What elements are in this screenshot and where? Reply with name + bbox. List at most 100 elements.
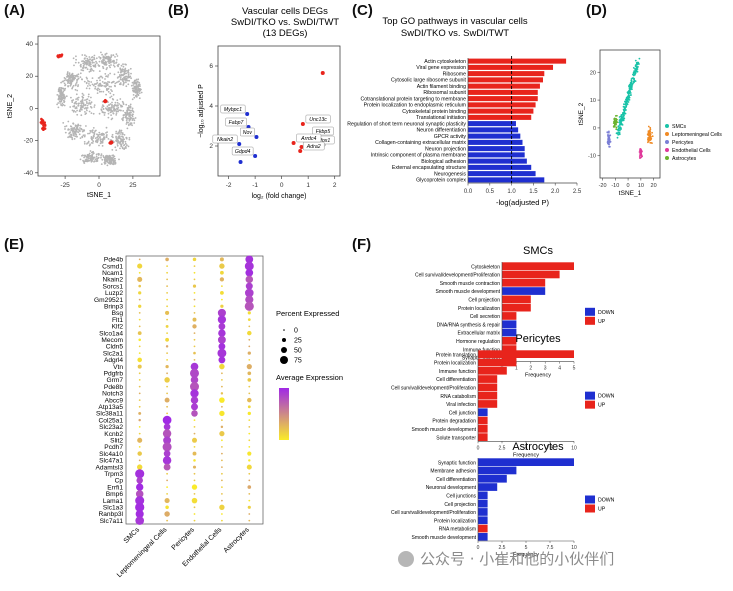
function-category-label: Protein localization [458, 306, 500, 312]
tsne-point [111, 162, 113, 165]
expression-dot [166, 332, 169, 334]
tsne-point [125, 75, 128, 78]
tsne-point [110, 55, 113, 58]
tsne-point [89, 154, 92, 157]
x-tick-label: 2 [333, 182, 337, 189]
tsne-point [63, 93, 65, 96]
cluster-point-lepto [647, 141, 649, 144]
tsne-point [75, 102, 78, 105]
tsne-point [71, 87, 73, 90]
tsne-point [85, 106, 87, 109]
frequency-bar [502, 303, 531, 312]
tsne-point [99, 138, 102, 141]
size-legend-title: Percent Expressed [276, 309, 339, 318]
frequency-bar [478, 491, 488, 500]
panel-c-label: (C) [352, 2, 373, 19]
tsne-point [124, 111, 126, 114]
tsne-point [101, 76, 104, 79]
tsne-point [99, 136, 101, 138]
tsne-point [121, 118, 123, 120]
cluster-point-lepto [647, 125, 650, 128]
tsne-point [120, 73, 123, 76]
expression-dot [163, 436, 172, 445]
tsne-point [83, 61, 86, 64]
expression-dot [193, 305, 196, 308]
tsne-point [123, 148, 125, 151]
tsne-point [70, 127, 73, 130]
tsne-point [109, 139, 112, 141]
tsne-point [107, 116, 110, 119]
go-term-label: Ribosome [443, 71, 466, 77]
gene-row-label: Slc7a11 [100, 518, 124, 525]
legend-label: Leptomeningeal Cells [672, 132, 722, 138]
cluster-point-endo [638, 156, 641, 158]
tsne-point [115, 114, 118, 116]
tsne-point [127, 76, 129, 79]
expression-dot [190, 389, 199, 398]
expression-dot [247, 485, 252, 489]
tsne-point [72, 57, 75, 60]
frequency-bar [502, 262, 574, 270]
expression-dot [193, 265, 196, 267]
function-category-label: Hormone regulation [456, 339, 500, 345]
tsne-point [133, 96, 136, 99]
tsne-point [117, 106, 120, 109]
tsne-point [102, 133, 105, 135]
expression-dot [221, 486, 223, 488]
tsne-point [58, 95, 61, 97]
tsne-point [72, 122, 74, 125]
tsne-point [115, 59, 118, 61]
expression-dot [191, 410, 198, 417]
expression-dot [193, 493, 196, 495]
expression-dot [166, 271, 169, 274]
legend-label-down: DOWN [598, 394, 615, 400]
tsne-point [106, 164, 109, 167]
go-term-label: Actin cytoskeleton [424, 59, 466, 65]
function-category-label: Protein localization [434, 518, 476, 524]
size-legend-label: 25 [294, 338, 302, 345]
gene-row-label: Csmd1 [102, 263, 123, 270]
tsne-point [122, 142, 124, 145]
tsne-point [100, 133, 103, 135]
volcano-point [254, 135, 259, 139]
tsne-point [83, 142, 86, 145]
tsne-point [129, 116, 132, 119]
tsne-point [81, 100, 84, 102]
gene-label: Rbfox1 [314, 138, 331, 144]
cluster-point-lepto [647, 130, 650, 133]
tsne-point [96, 139, 99, 141]
tsne-point [117, 141, 120, 144]
expression-dot [138, 312, 141, 314]
tsne-point [87, 59, 89, 62]
gene-row-label: Col25a1 [98, 417, 123, 424]
expression-dot [248, 513, 251, 515]
tsne-point [127, 106, 130, 109]
function-category-label: Synaptic function [438, 460, 476, 466]
cluster-point-smc [626, 96, 629, 99]
tsne-point [135, 81, 138, 84]
y-axis-title: −log₁₀ adjusted P [198, 84, 205, 138]
x-tick-label: -2 [226, 182, 232, 189]
go-term-label: GPCR activity [434, 134, 467, 140]
tsne-point [118, 103, 120, 105]
tsne-point [75, 128, 77, 131]
legend-swatch [665, 132, 669, 136]
expression-dot [166, 385, 169, 388]
tsne-point [79, 124, 82, 127]
tsne-point [76, 97, 79, 99]
panel-b-frame [217, 45, 341, 177]
frequency-bar [478, 375, 498, 383]
tsne-point [81, 154, 83, 157]
tsne-point [129, 109, 132, 112]
tsne-point [70, 83, 72, 86]
tsne-point [105, 68, 108, 71]
cluster-point-endo [641, 150, 643, 153]
tsne-point [93, 104, 96, 106]
tsne-point [125, 81, 127, 84]
tsne-point [108, 64, 111, 67]
expression-dot [165, 324, 169, 328]
tsne-point [74, 83, 77, 85]
gene-label: Fkbp5 [316, 129, 331, 135]
x-axis-title: Frequency [513, 552, 539, 558]
celltype-column-label: Leptomeningeal Cells [116, 526, 169, 579]
